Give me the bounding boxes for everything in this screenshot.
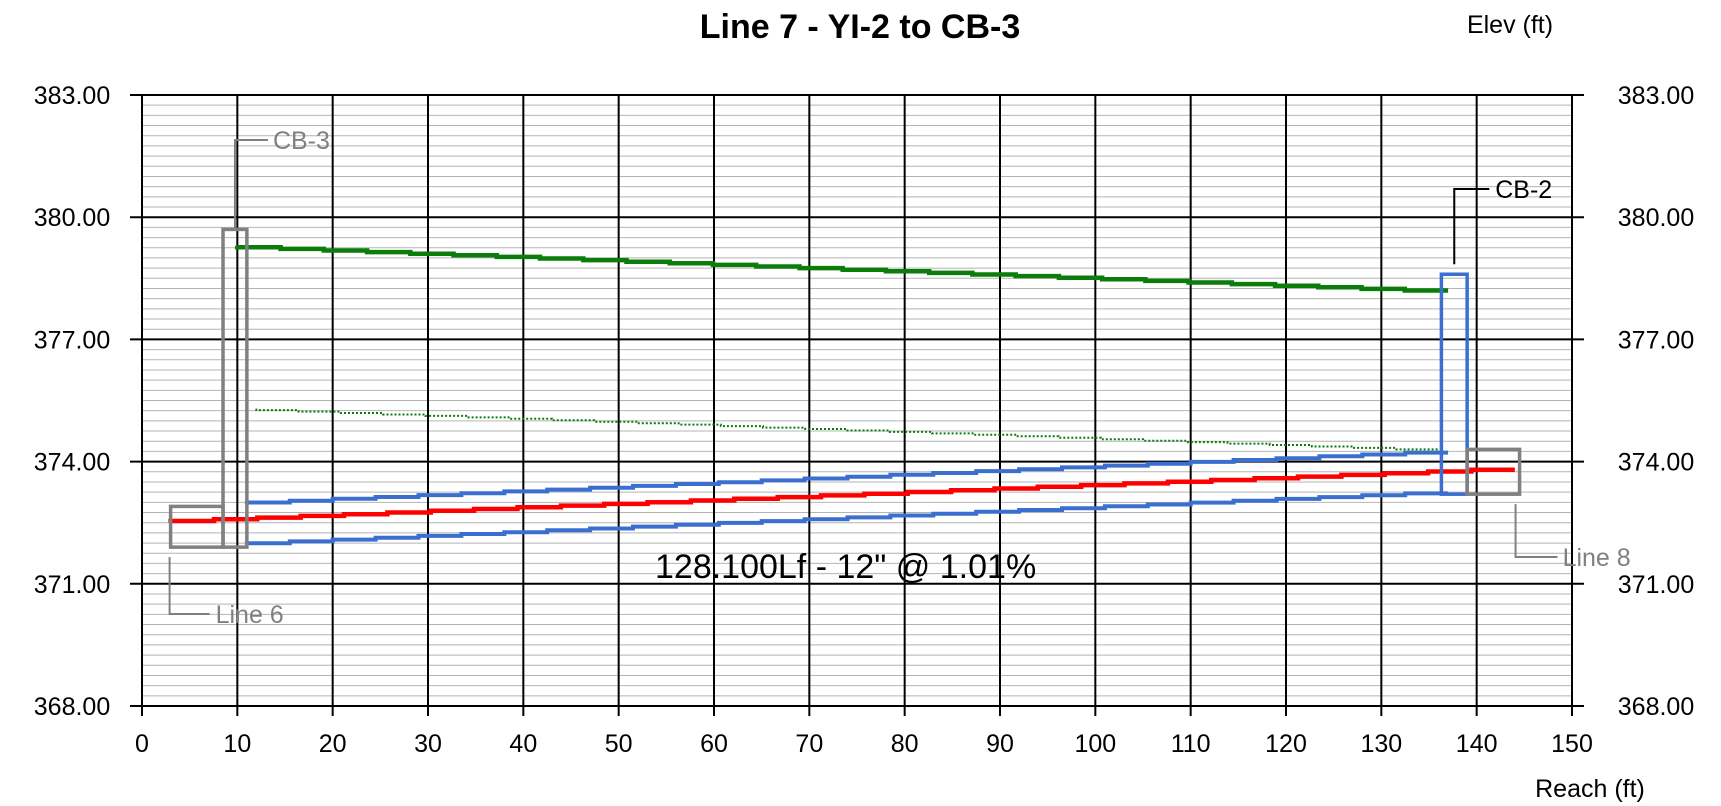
x-tick-label: 150 — [1551, 730, 1593, 758]
x-tick-label: 110 — [1171, 730, 1211, 758]
series-ground — [235, 245, 1449, 293]
y-axis-label: Elev (ft) — [1467, 11, 1553, 39]
y-tick-label-left: 377.00 — [34, 326, 110, 354]
series-pipe-crown — [244, 450, 1449, 505]
x-tick-label: 80 — [891, 730, 919, 758]
line-6-leader-line — [168, 557, 210, 615]
x-tick-label: 120 — [1265, 730, 1307, 758]
plot-area-frame — [141, 94, 1573, 707]
x-tick-label: 60 — [700, 730, 728, 758]
x-tick-label: 90 — [986, 730, 1014, 758]
y-tick-label-left: 368.00 — [34, 693, 110, 721]
y-tick-label-left: 380.00 — [34, 204, 110, 232]
y-tick-label-right: 368.00 — [1618, 693, 1694, 721]
structure-line-8 — [1465, 447, 1522, 496]
x-tick-label: 70 — [795, 730, 823, 758]
y-tick-label-left: 383.00 — [34, 82, 110, 110]
series-layer — [168, 245, 1515, 546]
x-axis-label: Reach (ft) — [1535, 775, 1645, 803]
structure-cb-2 — [1439, 272, 1469, 496]
x-tick-label: 40 — [509, 730, 537, 758]
y-tick-label-right: 374.00 — [1618, 449, 1694, 477]
x-tick-label: 30 — [414, 730, 442, 758]
x-tick-label: 50 — [605, 730, 633, 758]
series-hgl — [168, 467, 1515, 524]
minor-gridlines — [142, 94, 1572, 707]
x-tick-label: 0 — [135, 730, 149, 758]
x-tick-label: 140 — [1456, 730, 1498, 758]
y-axis-tick-labels-left: 368.00 371.00 374.00 377.00 380.00 383.00 — [34, 82, 110, 721]
y-tick-label-left: 374.00 — [34, 449, 110, 477]
x-tick-label: 130 — [1360, 730, 1402, 758]
vertical-gridlines — [141, 95, 1573, 716]
x-tick-label: 20 — [319, 730, 347, 758]
cb-3-label: CB-3 — [273, 127, 330, 155]
cb-2-leader-line — [1453, 188, 1490, 265]
cb-3-leader-line — [233, 139, 268, 230]
x-tick-label: 100 — [1074, 730, 1116, 758]
series-pipe-invert — [244, 491, 1449, 546]
structure-line-6 — [168, 504, 225, 549]
chart-title: Line 7 - YI-2 to CB-3 — [700, 8, 1021, 46]
pipe-description-label: 128.100Lf - 12" @ 1.01% — [655, 548, 1036, 586]
y-axis-tick-labels-right: 368.00 371.00 374.00 377.00 380.00 383.00 — [1618, 82, 1694, 721]
y-tick-label-right: 371.00 — [1618, 571, 1694, 599]
y-tick-label-right: 383.00 — [1618, 82, 1694, 110]
line-6-label: Line 6 — [216, 601, 284, 629]
y-tick-label-left: 371.00 — [34, 571, 110, 599]
cb-2-label: CB-2 — [1495, 176, 1552, 204]
series-egl — [255, 408, 1439, 451]
x-tick-label: 10 — [223, 730, 251, 758]
y-tick-label-right: 380.00 — [1618, 204, 1694, 232]
x-axis-tick-labels: 0 10 20 30 40 50 60 70 80 90 100 110 120 130 140 150 — [135, 730, 1593, 758]
y-tick-label-right: 377.00 — [1618, 326, 1694, 354]
line-8-leader-line — [1514, 504, 1558, 558]
structure-cb-3 — [221, 227, 249, 549]
callouts-layer: CB-3 CB-2 Line 6 Line 8 128.100Lf - 12" @ 1.… — [168, 127, 1631, 629]
line-8-label: Line 8 — [1563, 544, 1631, 572]
